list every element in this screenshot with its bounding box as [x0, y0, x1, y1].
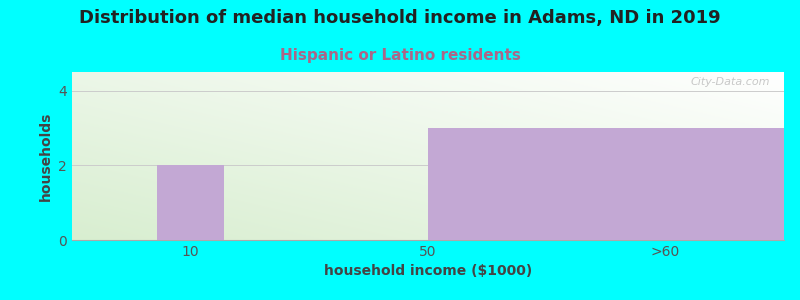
- Text: Hispanic or Latino residents: Hispanic or Latino residents: [279, 48, 521, 63]
- Y-axis label: households: households: [39, 111, 53, 201]
- Text: Distribution of median household income in Adams, ND in 2019: Distribution of median household income …: [79, 9, 721, 27]
- Bar: [428, 128, 784, 240]
- Text: City-Data.com: City-Data.com: [690, 77, 770, 87]
- Bar: [158, 165, 224, 240]
- X-axis label: household income ($1000): household income ($1000): [324, 264, 532, 278]
